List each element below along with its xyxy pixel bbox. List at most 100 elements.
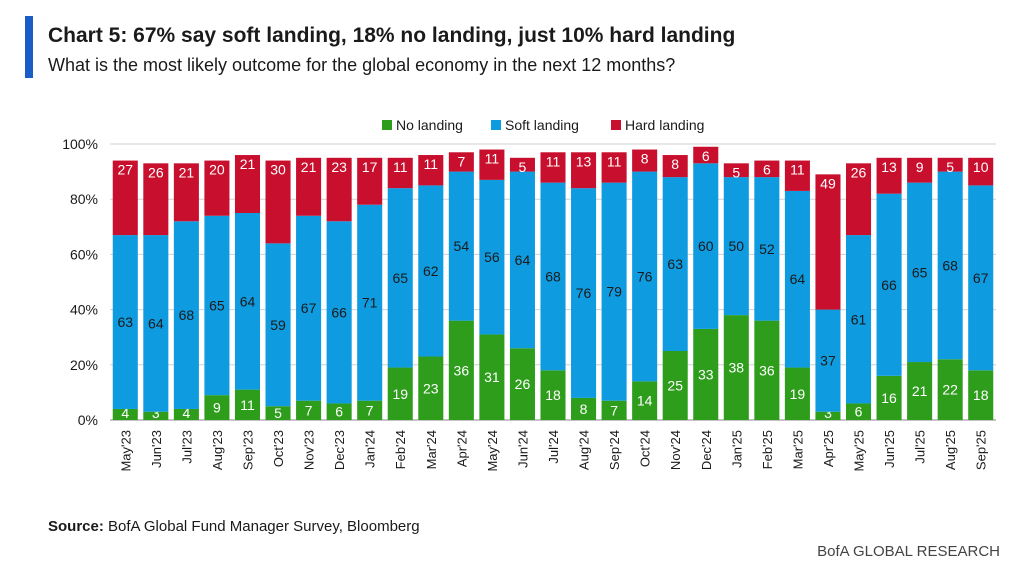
data-label-no-landing: 22 bbox=[942, 382, 958, 398]
x-tick-label: Jul'23 bbox=[179, 430, 194, 464]
x-tick-label: Mar'25 bbox=[790, 430, 805, 469]
x-tick-label: Sep'24 bbox=[607, 430, 622, 470]
data-label-hard-landing: 11 bbox=[393, 159, 408, 175]
data-label-soft-landing: 52 bbox=[759, 241, 775, 257]
bar-no-landing bbox=[296, 400, 322, 420]
bar-stack: 3 37 49 bbox=[815, 174, 841, 421]
x-tick-label: Dec'23 bbox=[332, 430, 347, 470]
x-tick-label: Aug'23 bbox=[210, 430, 225, 470]
x-tick-label: Jun'23 bbox=[149, 430, 164, 468]
bar-hard-landing bbox=[754, 160, 780, 178]
bar-no-landing bbox=[234, 389, 261, 420]
data-label-hard-landing: 8 bbox=[671, 156, 679, 172]
data-label-hard-landing: 5 bbox=[732, 164, 740, 180]
data-label-no-landing: 7 bbox=[610, 402, 618, 418]
x-tick-label: Aug'25 bbox=[943, 430, 958, 470]
bar-stack: 33 60 6 bbox=[693, 146, 719, 420]
x-tick-label: Aug'24 bbox=[577, 430, 592, 470]
data-label-no-landing: 6 bbox=[855, 404, 863, 420]
bar-no-landing bbox=[143, 411, 169, 420]
bar-stack: 6 61 26 bbox=[845, 163, 872, 420]
legend-label-no-landing: No landing bbox=[396, 117, 463, 133]
x-tick-label: Dec'24 bbox=[699, 430, 714, 470]
bar-soft-landing bbox=[723, 177, 749, 316]
bar-hard-landing bbox=[571, 152, 597, 189]
bar-no-landing bbox=[754, 320, 780, 420]
data-label-no-landing: 3 bbox=[824, 405, 832, 421]
bar-hard-landing bbox=[723, 163, 749, 178]
data-label-no-landing: 36 bbox=[759, 362, 775, 378]
data-label-soft-landing: 63 bbox=[667, 256, 683, 272]
bar-hard-landing bbox=[265, 160, 291, 244]
bar-stack: 25 63 8 bbox=[662, 155, 688, 420]
data-label-soft-landing: 64 bbox=[515, 252, 531, 268]
bar-soft-landing bbox=[204, 215, 230, 396]
bar-soft-landing bbox=[784, 190, 810, 368]
bar-no-landing bbox=[632, 381, 658, 420]
stacked-bar-chart: No landing Soft landing Hard landing 0% 20%… bbox=[62, 117, 996, 472]
x-tick-label: Feb'24 bbox=[393, 430, 408, 469]
bars: 4632736426468219652011642155930767216662… bbox=[112, 146, 994, 421]
data-label-hard-landing: 7 bbox=[457, 153, 465, 169]
data-label-hard-landing: 11 bbox=[790, 162, 805, 178]
data-label-no-landing: 26 bbox=[515, 376, 531, 392]
bar-hard-landing bbox=[662, 155, 688, 178]
data-label-soft-landing: 68 bbox=[545, 268, 561, 284]
bar-no-landing bbox=[387, 367, 413, 420]
data-label-hard-landing: 10 bbox=[973, 159, 989, 175]
data-label-soft-landing: 64 bbox=[148, 315, 164, 331]
bar-soft-landing bbox=[937, 171, 963, 360]
x-tick-label: Jan'25 bbox=[729, 430, 744, 468]
data-label-hard-landing: 20 bbox=[209, 162, 225, 178]
data-label-soft-landing: 67 bbox=[973, 270, 989, 286]
x-axis: May'23 Jun'23 Jul'23 Aug'23 Sep'23 Oct'23 Nov'… bbox=[118, 430, 988, 472]
bar-stack: 9 65 20 bbox=[204, 160, 230, 420]
bar-stack: 31 56 11 bbox=[479, 149, 505, 420]
data-label-no-landing: 4 bbox=[121, 405, 129, 421]
data-label-no-landing: 21 bbox=[912, 383, 928, 399]
data-label-hard-landing: 17 bbox=[362, 159, 378, 175]
bar-soft-landing bbox=[571, 188, 597, 398]
bar-no-landing bbox=[265, 406, 291, 420]
y-tick-label: 100% bbox=[62, 136, 98, 152]
x-tick-label: Jun'24 bbox=[515, 430, 530, 468]
data-label-soft-landing: 50 bbox=[729, 238, 745, 254]
bar-soft-landing bbox=[601, 182, 627, 401]
bar-hard-landing bbox=[815, 174, 841, 310]
bar-no-landing bbox=[723, 315, 749, 420]
bar-no-landing bbox=[601, 400, 627, 420]
data-label-soft-landing: 71 bbox=[362, 295, 378, 311]
bar-soft-landing bbox=[265, 243, 291, 407]
bar-stack: 36 54 7 bbox=[448, 152, 474, 420]
x-tick-label: Jul'25 bbox=[913, 430, 928, 464]
data-label-soft-landing: 59 bbox=[270, 317, 286, 333]
data-label-hard-landing: 13 bbox=[881, 159, 897, 175]
data-label-hard-landing: 21 bbox=[240, 156, 256, 172]
data-label-no-landing: 18 bbox=[545, 387, 561, 403]
data-label-hard-landing: 11 bbox=[546, 153, 561, 169]
legend: No landing Soft landing Hard landing bbox=[382, 117, 704, 133]
bar-no-landing bbox=[326, 403, 352, 420]
y-tick-label: 60% bbox=[70, 246, 98, 262]
bar-hard-landing bbox=[448, 152, 474, 172]
data-label-hard-landing: 5 bbox=[519, 159, 527, 175]
data-label-no-landing: 19 bbox=[392, 386, 408, 402]
bar-hard-landing bbox=[418, 155, 444, 186]
y-tick-label: 40% bbox=[70, 302, 98, 318]
source-label: Source: bbox=[48, 518, 104, 535]
bar-soft-landing bbox=[632, 171, 658, 382]
data-label-no-landing: 16 bbox=[881, 390, 897, 406]
bar-soft-landing bbox=[173, 221, 199, 409]
chart-subtitle: What is the most likely outcome for the … bbox=[48, 55, 676, 75]
bar-soft-landing bbox=[143, 235, 169, 412]
bar-stack: 7 67 21 bbox=[296, 157, 322, 420]
bar-no-landing bbox=[479, 334, 505, 420]
x-tick-label: Jan'24 bbox=[363, 430, 378, 468]
bar-stack: 14 76 8 bbox=[632, 149, 658, 420]
bar-hard-landing bbox=[357, 157, 383, 205]
bar-stack: 3 64 26 bbox=[143, 163, 169, 421]
x-tick-label: Oct'24 bbox=[638, 430, 653, 467]
bar-soft-landing bbox=[448, 171, 474, 321]
bar-stack: 23 62 11 bbox=[418, 155, 444, 420]
y-axis: 0% 20% 40% 60% 80% 100% bbox=[62, 136, 98, 428]
